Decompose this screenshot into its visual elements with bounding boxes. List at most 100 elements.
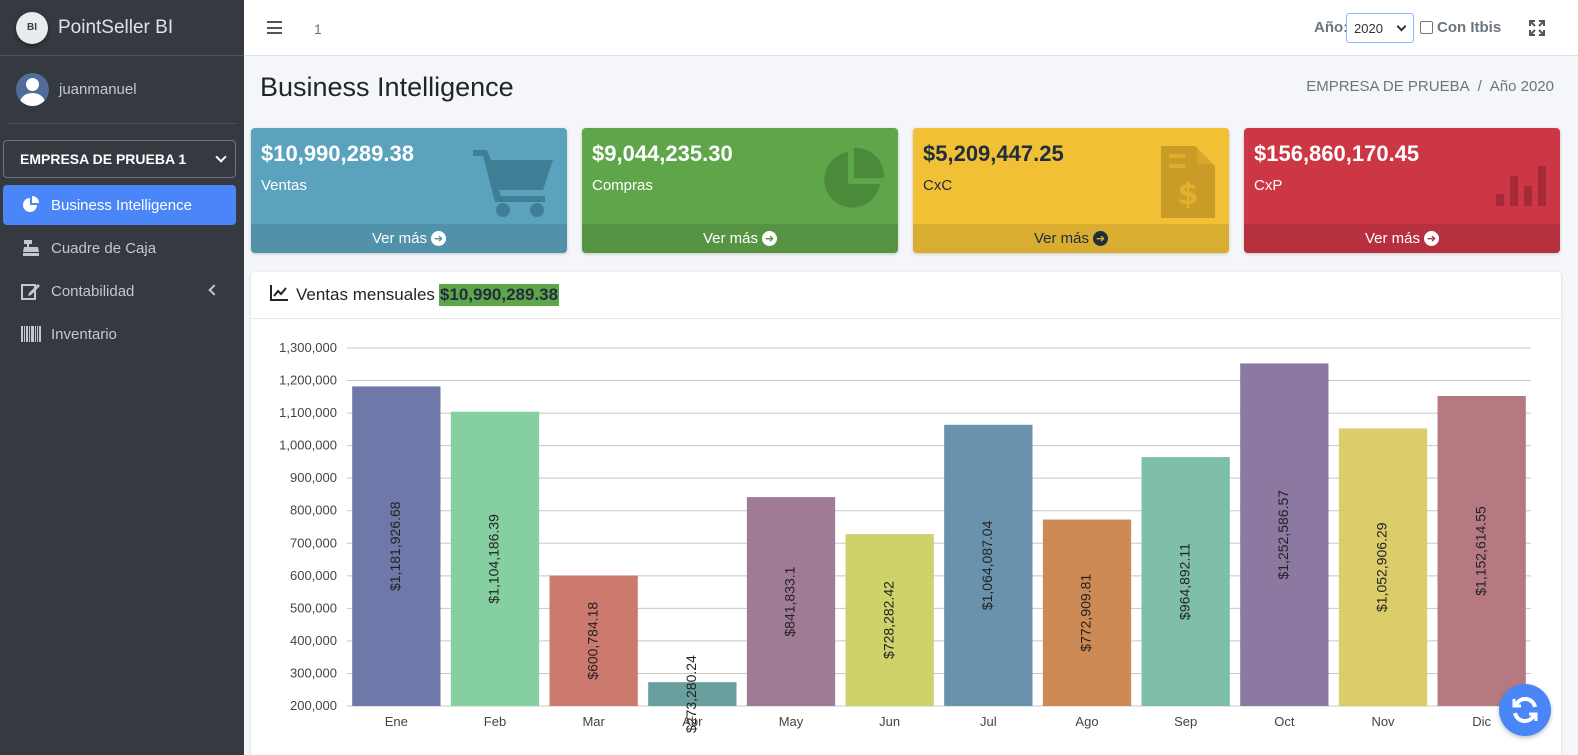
cash-register-icon [21, 239, 41, 257]
compras-value: $9,044,235.30 [592, 141, 733, 166]
ventas-box: $10,990,289.38 Ventas Ver más ➜ [251, 128, 567, 253]
y-tick-label: 600,000 [290, 568, 337, 583]
chart-pie-icon [21, 196, 41, 214]
bar-mar [549, 575, 638, 706]
bar-data-label: $772,909.81 [1078, 574, 1094, 652]
chevron-left-icon [208, 284, 220, 296]
compras-more-link[interactable]: Ver más ➜ [582, 224, 898, 253]
breadcrumb-item-year: Año 2020 [1489, 78, 1554, 95]
year-label: Año: [1314, 19, 1349, 36]
ventas-bar-chart: 200,000 300,000 400,000 500,000 600,000 700,0… [279, 340, 1531, 733]
cxc-label: CxC [923, 177, 953, 194]
y-tick-label: 500,000 [290, 600, 337, 615]
refresh-button[interactable] [1499, 684, 1551, 736]
top-navbar: 1 Año: 2020 Con Itbis [244, 0, 1578, 56]
x-tick-label: May [779, 714, 804, 729]
cxp-box: $156,860,170.45 CxP Ver más ➜ [1244, 128, 1560, 253]
cxp-label: CxP [1254, 177, 1283, 194]
sidebar-item-cuadre-de-caja[interactable]: Cuadre de Caja [3, 228, 236, 268]
cxc-more-label: Ver más [1033, 230, 1090, 247]
bar-data-label: $1,104,186.39 [486, 514, 502, 604]
arrow-circle-right-icon: ➜ [1093, 231, 1109, 246]
year-select[interactable]: 2020 [1346, 13, 1414, 43]
bar-data-label: $964,892.11 [1176, 543, 1192, 620]
chart-line-icon [270, 284, 288, 306]
y-tick-label: 1,100,000 [279, 405, 337, 420]
breadcrumb-item-company[interactable]: EMPRESA DE PRUEBA [1306, 78, 1470, 95]
company-select[interactable]: EMPRESA DE PRUEBA 1 [3, 140, 236, 178]
arrow-circle-right-icon: ➜ [1424, 231, 1440, 246]
ventas-mensuales-card: Ventas mensuales $10,990,289.38 200,000 3… [251, 272, 1561, 755]
x-tick-label: Feb [484, 714, 506, 729]
menu-icon[interactable] [267, 21, 282, 34]
bar-abr [648, 682, 737, 706]
year-select-value: 2020 [1354, 20, 1383, 36]
svg-text:$: $ [1178, 177, 1199, 212]
sidebar-nav: Business Intelligence Cuadre de Caja Con… [3, 185, 236, 357]
bar-data-label: $1,064,087.04 [979, 520, 995, 610]
x-tick-label: Oct [1274, 714, 1295, 729]
invoice-dollar-icon: $ [1161, 146, 1215, 223]
cxp-more-link[interactable]: Ver más ➜ [1244, 224, 1560, 253]
y-tick-label: 1,000,000 [279, 438, 337, 453]
arrow-circle-right-icon: ➜ [431, 231, 447, 246]
x-tick-label: Abr [682, 714, 703, 729]
x-tick-label: Ago [1075, 714, 1098, 729]
bar-data-label: $1,181,926.68 [387, 501, 403, 591]
sidebar-item-contabilidad[interactable]: Contabilidad [3, 271, 236, 311]
bar-dic [1437, 395, 1526, 706]
bar-oct [1240, 363, 1329, 706]
bar-chart-icon [1496, 158, 1546, 211]
itbis-label: Con Itbis [1437, 19, 1502, 36]
x-tick-label: Jun [879, 714, 900, 729]
ventas-more-label: Ver más [371, 230, 428, 247]
ventas-more-link[interactable]: Ver más ➜ [251, 224, 567, 253]
y-tick-label: 300,000 [290, 665, 337, 680]
fullscreen-icon[interactable] [1529, 20, 1545, 36]
sidebar-item-label: Inventario [51, 325, 117, 343]
bar-data-label: $1,052,906.29 [1374, 522, 1390, 612]
navbar-number[interactable]: 1 [314, 21, 322, 37]
arrow-circle-right-icon: ➜ [762, 231, 778, 246]
ventas-label: Ventas [261, 177, 307, 194]
bar-ene [352, 386, 441, 706]
avatar [16, 73, 49, 106]
bar-data-label: $1,152,614.55 [1472, 506, 1488, 596]
itbis-checkbox[interactable] [1420, 21, 1433, 34]
card-header: Ventas mensuales $10,990,289.38 [251, 272, 1561, 319]
cxc-value: $5,209,447.25 [923, 141, 1064, 166]
y-tick-label: 400,000 [290, 633, 337, 648]
bar-jul [944, 424, 1033, 706]
brand-link[interactable]: BI PointSeller BI [0, 0, 244, 56]
bar-data-label: $600,784.18 [584, 602, 600, 680]
sidebar-item-label: Cuadre de Caja [51, 239, 157, 257]
x-tick-label: Ene [385, 714, 408, 729]
sidebar-item-label: Contabilidad [51, 282, 135, 300]
sidebar-item-business-intelligence[interactable]: Business Intelligence [3, 185, 236, 225]
bar-data-label: $273,280.24 [683, 655, 699, 733]
cxc-more-link[interactable]: Ver más ➜ [913, 224, 1229, 253]
bar-nov [1338, 428, 1428, 706]
user-name: juanmanuel [59, 81, 137, 98]
brand-name: PointSeller BI [58, 16, 174, 38]
cxc-box: $5,209,447.25 CxC $ Ver más ➜ [913, 128, 1229, 253]
y-tick-label: 1,300,000 [279, 340, 337, 355]
sidebar-item-inventario[interactable]: Inventario [3, 314, 236, 354]
bar-may [746, 497, 836, 706]
itbis-toggle[interactable]: Con Itbis [1420, 19, 1501, 36]
user-panel[interactable]: juanmanuel [8, 56, 236, 124]
y-tick-label: 200,000 [290, 698, 337, 713]
y-tick-label: 900,000 [290, 470, 337, 485]
edit-icon [21, 282, 41, 300]
compras-box: $9,044,235.30 Compras Ver más ➜ [582, 128, 898, 253]
chevron-down-icon [215, 151, 227, 163]
refresh-icon [1512, 696, 1538, 724]
barcode-icon [21, 325, 41, 343]
brand-logo: BI [16, 11, 48, 44]
card-total-badge: $10,990,289.38 [438, 284, 560, 306]
shopping-cart-icon [473, 146, 553, 223]
breadcrumb-separator: / [1477, 78, 1482, 95]
ventas-value: $10,990,289.38 [261, 141, 414, 166]
bar-ago [1042, 519, 1132, 706]
cxp-more-label: Ver más [1364, 230, 1421, 247]
